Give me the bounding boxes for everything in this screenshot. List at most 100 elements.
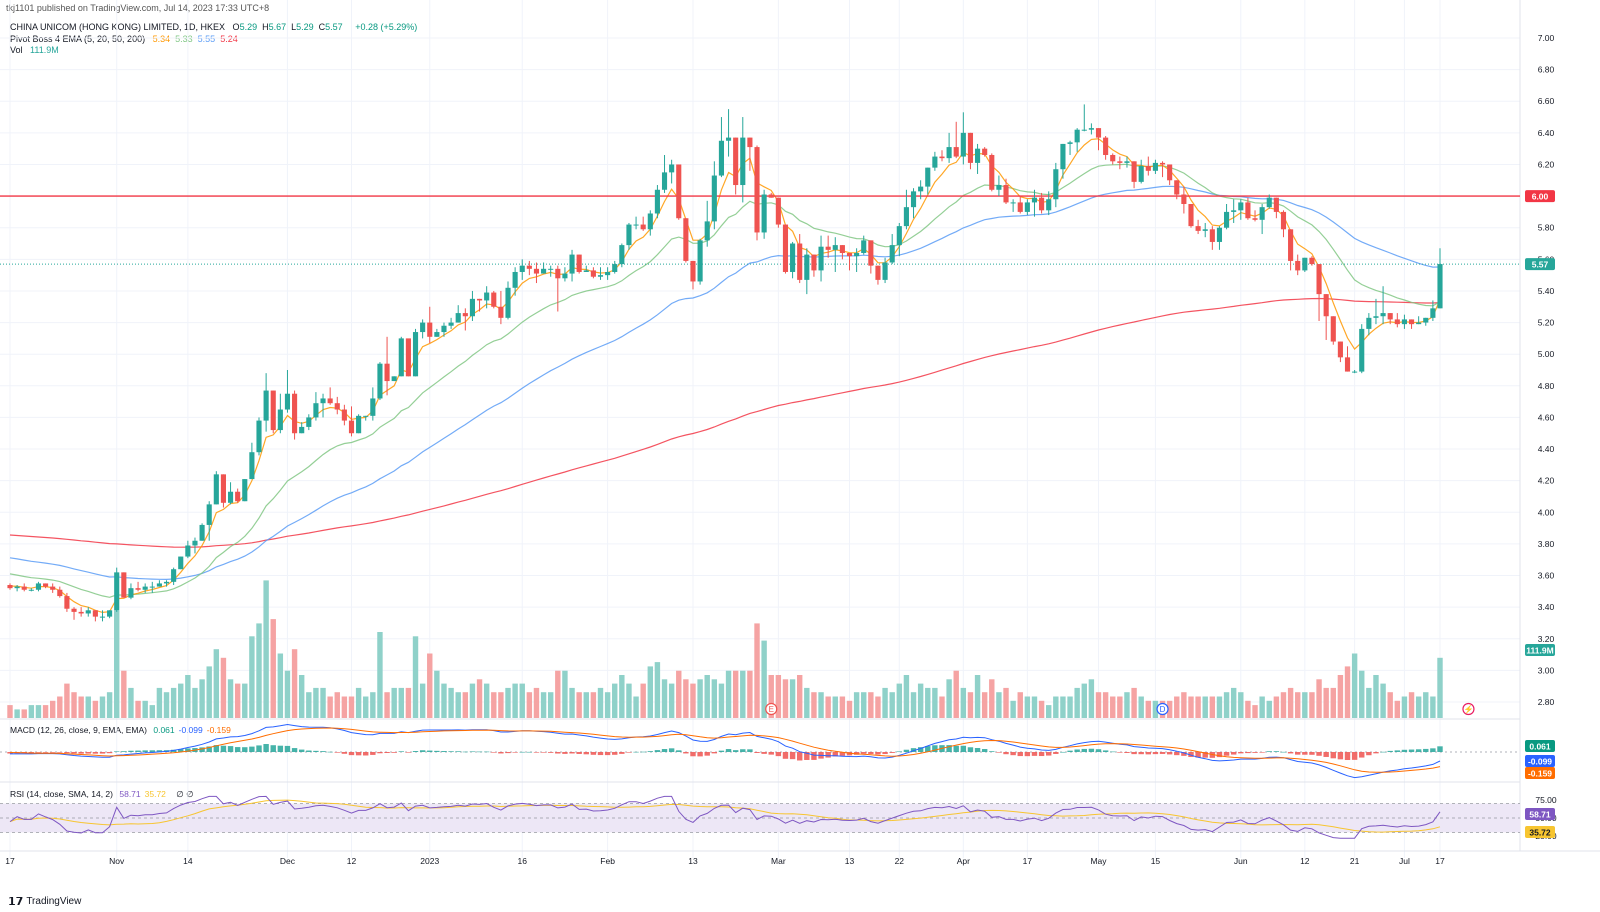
candle bbox=[697, 238, 703, 285]
macd-histogram-bar bbox=[185, 748, 191, 752]
candle bbox=[1337, 341, 1343, 363]
volume-bar bbox=[249, 636, 255, 718]
candle bbox=[1095, 128, 1102, 151]
macd-histogram-bar bbox=[455, 751, 461, 752]
macd-value-1: -0.099 bbox=[178, 725, 203, 735]
macd-histogram-bar bbox=[348, 752, 355, 756]
macd-histogram-bar bbox=[135, 750, 141, 752]
rsi-extra: ∅ ∅ bbox=[176, 789, 194, 799]
rsi-label[interactable]: RSI (14, close, SMA, 14, 2) bbox=[10, 789, 113, 799]
candle-body bbox=[519, 265, 525, 272]
macd-histogram-bar bbox=[832, 752, 838, 757]
candle-body bbox=[313, 403, 319, 418]
candle-body bbox=[982, 148, 988, 155]
candle-body bbox=[996, 185, 1002, 190]
candle bbox=[861, 235, 867, 255]
candle bbox=[775, 197, 781, 228]
candle bbox=[925, 167, 931, 195]
candle bbox=[21, 583, 27, 592]
vol-label[interactable]: Vol bbox=[10, 45, 23, 55]
ema-indicator-label[interactable]: Pivot Boss 4 EMA (5, 20, 50, 200) bbox=[10, 34, 146, 44]
candle-body bbox=[1408, 319, 1415, 325]
time-tick-label: Jun bbox=[1234, 856, 1248, 866]
macd-histogram-bar bbox=[42, 752, 49, 753]
candle-body bbox=[733, 137, 739, 186]
volume-bar bbox=[448, 687, 454, 718]
volume-bar bbox=[491, 692, 497, 718]
time-tick-label: 21 bbox=[1350, 856, 1360, 866]
macd-histogram-bar bbox=[1124, 752, 1130, 753]
macd-histogram-bar bbox=[896, 751, 903, 753]
candle bbox=[661, 154, 668, 193]
volume-bar bbox=[668, 683, 675, 718]
legend-ema-row: Pivot Boss 4 EMA (5, 20, 50, 200) 5.34 5.… bbox=[10, 34, 248, 44]
macd-histogram-bar bbox=[683, 752, 689, 754]
volume-bar bbox=[419, 683, 426, 718]
candle bbox=[420, 319, 426, 339]
candle-body bbox=[526, 265, 532, 269]
macd-histogram-bar bbox=[1316, 752, 1322, 756]
candle-body bbox=[1380, 313, 1386, 317]
candle-body bbox=[1131, 161, 1137, 182]
volume-bar bbox=[71, 692, 77, 718]
candle bbox=[1074, 128, 1080, 152]
volume-bar bbox=[1280, 692, 1287, 718]
candle bbox=[1401, 314, 1407, 329]
macd-histogram-bar bbox=[327, 751, 333, 753]
candle bbox=[178, 556, 184, 570]
macd-histogram-bar bbox=[640, 751, 646, 753]
candle bbox=[1224, 204, 1230, 230]
macd-histogram-bar bbox=[1230, 752, 1237, 755]
candle bbox=[782, 224, 789, 274]
volume-bar bbox=[348, 696, 355, 718]
candle bbox=[1081, 104, 1087, 132]
volume-bar bbox=[220, 657, 227, 718]
volume-bar bbox=[1195, 696, 1201, 718]
macd-histogram-bar bbox=[270, 745, 276, 752]
volume-bar bbox=[740, 670, 746, 718]
ema50-line bbox=[9, 185, 1441, 581]
candle bbox=[982, 147, 988, 157]
candle bbox=[818, 235, 824, 282]
volume-bar bbox=[839, 696, 846, 718]
candle-body bbox=[711, 175, 717, 222]
volume-bar bbox=[227, 679, 234, 718]
volume-bar bbox=[1174, 696, 1180, 718]
candle-body bbox=[363, 415, 369, 417]
macd-histogram-bar bbox=[1366, 752, 1372, 756]
candle-body bbox=[782, 224, 789, 272]
volume-bar bbox=[811, 692, 817, 718]
candle bbox=[932, 151, 938, 171]
candle bbox=[370, 387, 376, 421]
candle bbox=[405, 338, 411, 377]
volume-bar bbox=[505, 687, 511, 718]
volume-badge-bg bbox=[1525, 644, 1555, 656]
volume-bar bbox=[875, 696, 881, 718]
candle-body bbox=[718, 140, 725, 176]
macd-histogram-bar bbox=[1038, 752, 1045, 757]
candle-body bbox=[804, 254, 810, 280]
candle-body bbox=[78, 611, 84, 614]
candle bbox=[1174, 180, 1180, 200]
candle bbox=[953, 121, 959, 159]
symbol-title[interactable]: CHINA UNICOM (HONG KONG) LIMITED, 1D, HK… bbox=[10, 22, 226, 32]
candle-body bbox=[434, 332, 440, 337]
candle bbox=[114, 567, 120, 612]
macd-histogram-bar bbox=[462, 751, 469, 753]
volume-bar bbox=[768, 675, 774, 718]
macd-histogram-bar bbox=[1166, 752, 1173, 755]
candle-body bbox=[178, 556, 184, 570]
macd-histogram-bar bbox=[925, 746, 931, 752]
volume-bar bbox=[1330, 687, 1336, 718]
candle bbox=[1010, 199, 1016, 212]
macd-histogram-bar bbox=[967, 747, 974, 752]
ema-value-2: 5.55 bbox=[197, 34, 216, 44]
candle-body bbox=[1316, 264, 1322, 295]
macd-label[interactable]: MACD (12, 26, close, 9, EMA, EMA) bbox=[10, 725, 147, 735]
candle bbox=[1088, 123, 1094, 135]
volume-bar bbox=[1074, 687, 1080, 718]
candle bbox=[348, 406, 355, 437]
candle bbox=[725, 109, 732, 157]
candle-body bbox=[740, 137, 746, 186]
